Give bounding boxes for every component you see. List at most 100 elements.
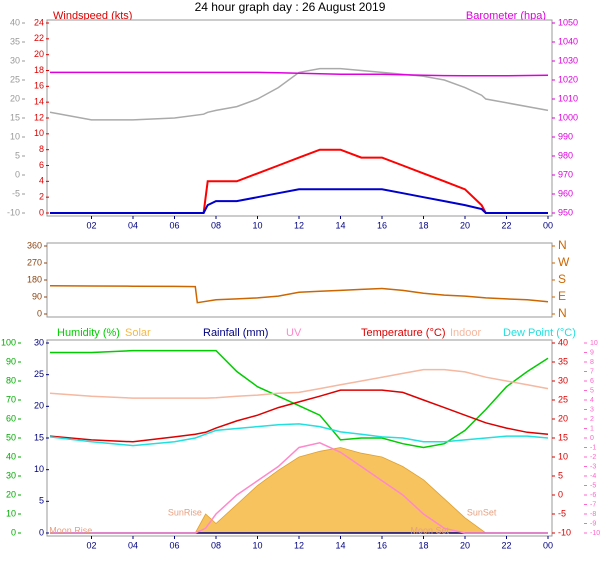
y2-tick-label: W — [558, 255, 570, 269]
y-tick-label: 0 — [37, 308, 42, 318]
chart-title: 24 hour graph day : 26 August 2019 — [195, 0, 386, 14]
y4-tick-label: 2 — [590, 416, 594, 423]
y-tick-label: 0 — [39, 207, 44, 217]
y4-tick-label: -1 — [590, 444, 596, 451]
legend-label: Temperature (°C) — [361, 327, 445, 339]
y3-tick-label: 15 — [34, 432, 44, 442]
y3-tick-label: 5 — [15, 150, 20, 160]
y2-axis-label: Barometer (hpa) — [466, 10, 546, 22]
y3-tick-label: 40 — [10, 17, 20, 27]
legend-label: Dew Point (°C) — [503, 327, 576, 339]
y2-tick-label: 1020 — [558, 74, 578, 84]
y4-tick-label: -6 — [590, 492, 596, 499]
y4-tick-label: -5 — [590, 482, 596, 489]
y3-tick-label: 25 — [10, 74, 20, 84]
y-tick-label: 90 — [32, 291, 42, 301]
y2-tick-label: 980 — [558, 150, 573, 160]
y-tick-label: 60 — [6, 413, 16, 423]
y-tick-label: 270 — [27, 257, 42, 267]
x-tick-label: 20 — [460, 220, 470, 230]
y-tick-label: 360 — [27, 240, 42, 250]
y4-tick-label: -4 — [590, 473, 596, 480]
y2-tick-label: 1040 — [558, 36, 578, 46]
x-tick-label: 12 — [294, 540, 304, 550]
y2-tick-label: 5 — [558, 470, 563, 480]
y4-tick-label: -8 — [590, 511, 596, 518]
y-tick-label: 180 — [27, 274, 42, 284]
y3-tick-label: 20 — [34, 401, 44, 411]
x-tick-label: 04 — [128, 220, 138, 230]
y2-tick-label: 970 — [558, 169, 573, 179]
y-tick-label: 70 — [6, 394, 16, 404]
y2-tick-label: E — [558, 289, 566, 303]
y-tick-label: 0 — [11, 527, 16, 537]
legend-label: Humidity (%) — [57, 327, 120, 339]
y3-tick-label: 5 — [39, 496, 44, 506]
line — [49, 67, 549, 121]
y3-tick-label: 30 — [34, 337, 44, 347]
y-tick-label: 10 — [34, 128, 44, 138]
y-tick-label: 50 — [6, 432, 16, 442]
y4-tick-label: -2 — [590, 454, 596, 461]
x-tick-label: 20 — [460, 540, 470, 550]
y2-tick-label: 40 — [558, 337, 568, 347]
y2-tick-label: 35 — [558, 356, 568, 366]
y-axis-label: Windspeed (kts) — [53, 10, 132, 22]
y2-tick-label: -5 — [558, 508, 566, 518]
y2-tick-label: 1010 — [558, 93, 578, 103]
y-tick-label: 80 — [6, 375, 16, 385]
y4-tick-label: -7 — [590, 501, 596, 508]
y2-tick-label: N — [558, 238, 567, 252]
line — [50, 349, 549, 449]
x-tick-label: 04 — [128, 540, 138, 550]
y-tick-label: 90 — [6, 356, 16, 366]
line — [49, 368, 549, 399]
y2-tick-label: N — [558, 306, 567, 320]
line — [49, 389, 549, 443]
annotation: Moon Rise — [49, 525, 92, 535]
y4-tick-label: 5 — [590, 387, 594, 394]
y-tick-label: 18 — [34, 65, 44, 75]
y2-tick-label: 960 — [558, 188, 573, 198]
y2-tick-label: -10 — [558, 527, 571, 537]
y3-tick-label: -5 — [12, 188, 20, 198]
y4-tick-label: -9 — [590, 520, 596, 527]
y3-tick-label: 10 — [10, 131, 20, 141]
x-tick-label: 02 — [86, 540, 96, 550]
y-tick-label: 100 — [1, 337, 16, 347]
y-tick-label: 16 — [34, 81, 44, 91]
y2-tick-label: 1030 — [558, 55, 578, 65]
y2-tick-label: 1050 — [558, 17, 578, 27]
x-tick-label: 10 — [252, 540, 262, 550]
y3-tick-label: 20 — [10, 93, 20, 103]
y-tick-label: 30 — [6, 470, 16, 480]
y-tick-label: 10 — [6, 508, 16, 518]
y2-tick-label: 20 — [558, 413, 568, 423]
y3-tick-label: 0 — [15, 169, 20, 179]
legend-label: Solar — [125, 327, 151, 339]
x-tick-label: 14 — [335, 220, 345, 230]
y2-tick-label: 950 — [558, 207, 573, 217]
y-tick-label: 6 — [39, 160, 44, 170]
line — [50, 188, 548, 214]
x-tick-label: 16 — [377, 220, 387, 230]
annotation: SunRise — [168, 507, 202, 517]
y3-tick-label: 10 — [34, 464, 44, 474]
y4-tick-label: 3 — [590, 406, 594, 413]
y4-tick-label: 8 — [590, 359, 594, 366]
y-tick-label: 14 — [34, 97, 44, 107]
x-tick-label: 18 — [418, 220, 428, 230]
x-tick-label: 14 — [335, 540, 345, 550]
y4-tick-label: -10 — [590, 530, 600, 537]
plot-area — [46, 242, 553, 318]
y-tick-label: 20 — [34, 49, 44, 59]
x-tick-label: 00 — [543, 540, 553, 550]
y2-tick-label: 30 — [558, 375, 568, 385]
plot-area — [46, 19, 553, 217]
y2-tick-label: S — [558, 272, 566, 286]
y3-tick-label: 15 — [10, 112, 20, 122]
x-tick-label: 22 — [501, 540, 511, 550]
x-tick-label: 06 — [169, 220, 179, 230]
y-tick-label: 40 — [6, 451, 16, 461]
